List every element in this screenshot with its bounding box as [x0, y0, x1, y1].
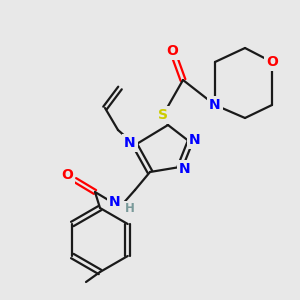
Text: O: O	[61, 168, 73, 182]
Text: N: N	[179, 162, 191, 176]
Text: H: H	[125, 202, 135, 215]
Text: N: N	[124, 136, 136, 150]
Text: N: N	[109, 195, 121, 209]
Text: S: S	[158, 108, 168, 122]
Text: O: O	[166, 44, 178, 58]
Text: N: N	[209, 98, 221, 112]
Text: O: O	[266, 55, 278, 69]
Text: N: N	[189, 133, 201, 147]
